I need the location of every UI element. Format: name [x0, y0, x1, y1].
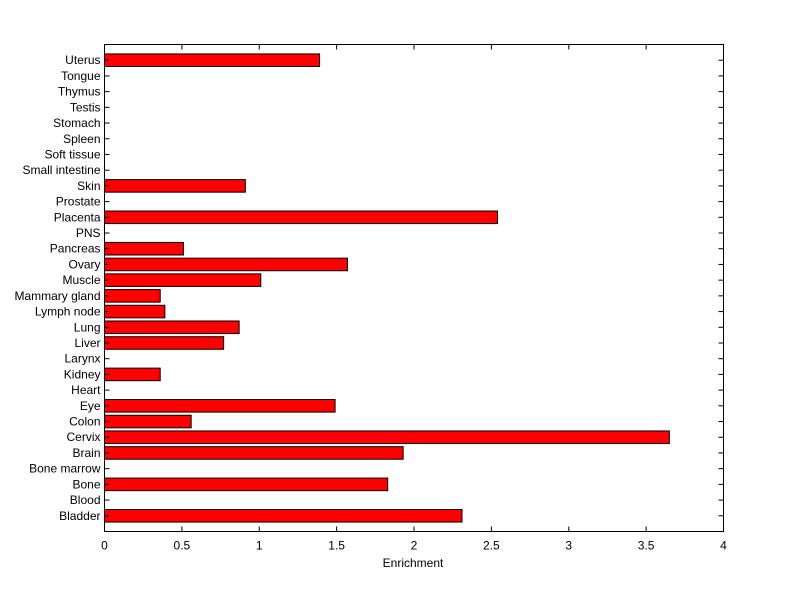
- y-tick-label: Bone marrow: [29, 462, 101, 476]
- bar-liver: [104, 336, 225, 350]
- x-tick-label: 3.5: [638, 539, 655, 553]
- x-axis-title: Enrichment: [383, 556, 444, 570]
- x-tick-label: 2: [411, 539, 418, 553]
- y-tick-label: Lung: [74, 320, 101, 334]
- y-tick-label: PNS: [76, 226, 101, 240]
- bars-layer: [104, 53, 670, 523]
- y-tick-label: Soft tissue: [44, 147, 100, 161]
- y-tick-label: Eye: [80, 399, 101, 413]
- y-tick-label: Prostate: [56, 195, 101, 209]
- y-tick-label: Spleen: [63, 132, 100, 146]
- bar-uterus: [104, 53, 321, 67]
- y-tick-label: Cervix: [66, 430, 100, 444]
- bar-bladder: [104, 509, 463, 523]
- y-tick-label: Colon: [69, 415, 100, 429]
- y-tick-label: Brain: [72, 446, 100, 460]
- bar-eye: [104, 399, 336, 413]
- x-tick-label: 3: [565, 539, 572, 553]
- y-tick-label: Stomach: [53, 116, 100, 130]
- bar-placenta: [104, 210, 499, 225]
- y-tick-label: Testis: [70, 100, 101, 114]
- bar-ovary: [104, 257, 348, 272]
- y-tick-label: Lymph node: [35, 305, 101, 319]
- x-tick-label: 1: [256, 539, 263, 553]
- bar-bone: [104, 477, 389, 492]
- bar-lymph-node: [104, 304, 166, 319]
- x-tick-label: 4: [720, 539, 727, 553]
- y-tick-label: Muscle: [62, 273, 100, 287]
- bar-kidney: [104, 367, 161, 382]
- x-tick-label: 2.5: [483, 539, 500, 553]
- x-tick-label: 0.5: [174, 539, 191, 553]
- y-tick-label: Tongue: [61, 69, 101, 83]
- y-tick-label: Heart: [71, 383, 101, 397]
- ticks-layer: [104, 44, 724, 532]
- y-tick-label: Bone: [72, 477, 100, 491]
- y-tick-label: Small intestine: [22, 163, 100, 177]
- y-tick-label: Bladder: [59, 509, 100, 523]
- y-tick-label: Skin: [77, 179, 100, 193]
- bar-skin: [104, 179, 246, 193]
- x-tick-label: 1.5: [328, 539, 345, 553]
- y-tick-label: Pancreas: [50, 242, 101, 256]
- bar-muscle: [104, 273, 262, 287]
- y-tick-label: Larynx: [64, 352, 100, 366]
- x-tick-label: 0: [101, 539, 108, 553]
- y-tick-label: Liver: [74, 336, 100, 350]
- bar-lung: [104, 320, 240, 335]
- y-tick-label: Kidney: [64, 367, 101, 381]
- bar-brain: [104, 446, 404, 460]
- bar-mammary-gland: [104, 289, 161, 303]
- bar-cervix: [104, 430, 670, 445]
- bar-colon: [104, 414, 192, 429]
- y-tick-label: Thymus: [58, 85, 101, 99]
- x-tick-labels: 0 0.5 1 1.5 2 2.5 3 3.5 4: [101, 539, 727, 553]
- bar-pancreas: [104, 241, 184, 256]
- y-tick-label: Uterus: [65, 53, 100, 67]
- y-tick-label: Placenta: [54, 210, 101, 224]
- y-tick-label: Blood: [70, 493, 101, 507]
- y-tick-label: Ovary: [68, 257, 100, 271]
- y-tick-label: Mammary gland: [14, 289, 100, 303]
